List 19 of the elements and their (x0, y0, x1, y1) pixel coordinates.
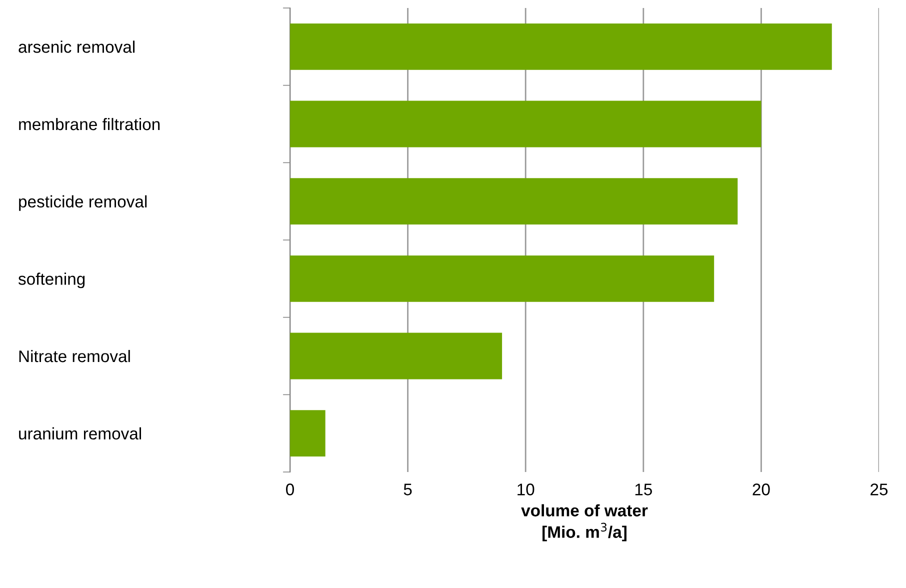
y-tick-label: Nitrate removal (19, 350, 130, 362)
y-tick-label: membrane filtration (19, 118, 160, 130)
bar (290, 255, 714, 302)
bar (290, 178, 738, 225)
x-tick-label: 25 (870, 484, 888, 496)
x-tick-label: 5 (404, 484, 412, 496)
y-tick-label: pesticide removal (19, 195, 147, 211)
bar (290, 332, 502, 380)
y-tick-label: uranium removal (19, 427, 142, 440)
x-axis-title: volume of water [Mio. m$^{3}$/a] (521, 504, 648, 542)
y-tick-label: arsenic removal (18, 40, 135, 53)
x-tick-label: 20 (752, 484, 770, 496)
x-tick-label: 15 (635, 484, 652, 496)
bar (290, 410, 326, 457)
bar (290, 100, 762, 148)
x-tick-label: 0 (286, 484, 294, 496)
x-tick-label: 10 (518, 484, 534, 496)
y-tick-label: softening (18, 272, 85, 288)
bar (290, 23, 832, 70)
